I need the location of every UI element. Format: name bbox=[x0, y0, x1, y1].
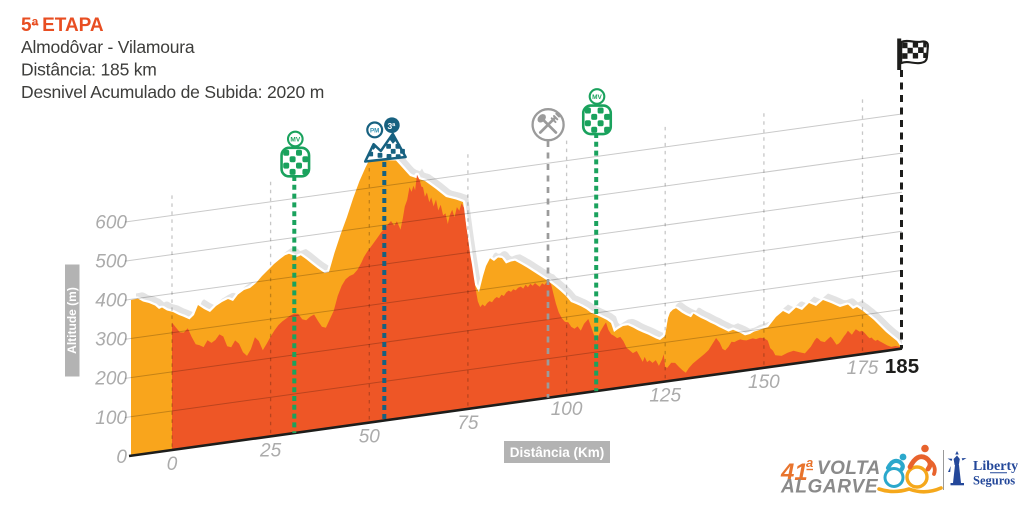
svg-text:100: 100 bbox=[551, 399, 583, 420]
svg-text:Distância (Km): Distância (Km) bbox=[510, 445, 605, 460]
svg-text:50: 50 bbox=[359, 427, 381, 448]
svg-text:185: 185 bbox=[885, 355, 919, 378]
svg-text:Liberty: Liberty bbox=[973, 459, 1018, 474]
svg-text:ALGARVE: ALGARVE bbox=[780, 477, 879, 498]
svg-text:125: 125 bbox=[649, 386, 681, 407]
svg-text:Desnivel Acumulado de Subida:: Desnivel Acumulado de Subida: 2020 m bbox=[21, 82, 324, 102]
svg-text:Almodôvar - Vilamoura: Almodôvar - Vilamoura bbox=[21, 37, 195, 57]
svg-text:200: 200 bbox=[94, 369, 127, 390]
svg-text:0: 0 bbox=[167, 454, 178, 475]
svg-text:VOLTA: VOLTA bbox=[817, 458, 881, 479]
svg-text:MV: MV bbox=[592, 94, 602, 101]
svg-text:75: 75 bbox=[457, 413, 479, 434]
svg-text:Altitude (m): Altitude (m) bbox=[65, 287, 79, 354]
svg-text:41: 41 bbox=[780, 459, 808, 486]
svg-text:0: 0 bbox=[116, 447, 127, 468]
svg-text:150: 150 bbox=[748, 372, 780, 393]
svg-text:5a ETAPA: 5a ETAPA bbox=[21, 15, 104, 37]
svg-text:300: 300 bbox=[95, 330, 127, 351]
svg-text:MV: MV bbox=[290, 137, 300, 144]
svg-text:600: 600 bbox=[95, 212, 127, 233]
svg-text:PM: PM bbox=[370, 127, 379, 134]
svg-text:a: a bbox=[806, 455, 813, 470]
svg-text:500: 500 bbox=[95, 251, 127, 272]
svg-text:400: 400 bbox=[95, 291, 127, 312]
svg-text:175: 175 bbox=[847, 358, 879, 379]
svg-text:Seguros: Seguros bbox=[973, 474, 1015, 488]
svg-text:3ª: 3ª bbox=[387, 121, 396, 131]
svg-text:Distância: 185 km: Distância: 185 km bbox=[21, 60, 157, 80]
svg-text:25: 25 bbox=[259, 440, 282, 461]
svg-text:100: 100 bbox=[95, 408, 127, 429]
